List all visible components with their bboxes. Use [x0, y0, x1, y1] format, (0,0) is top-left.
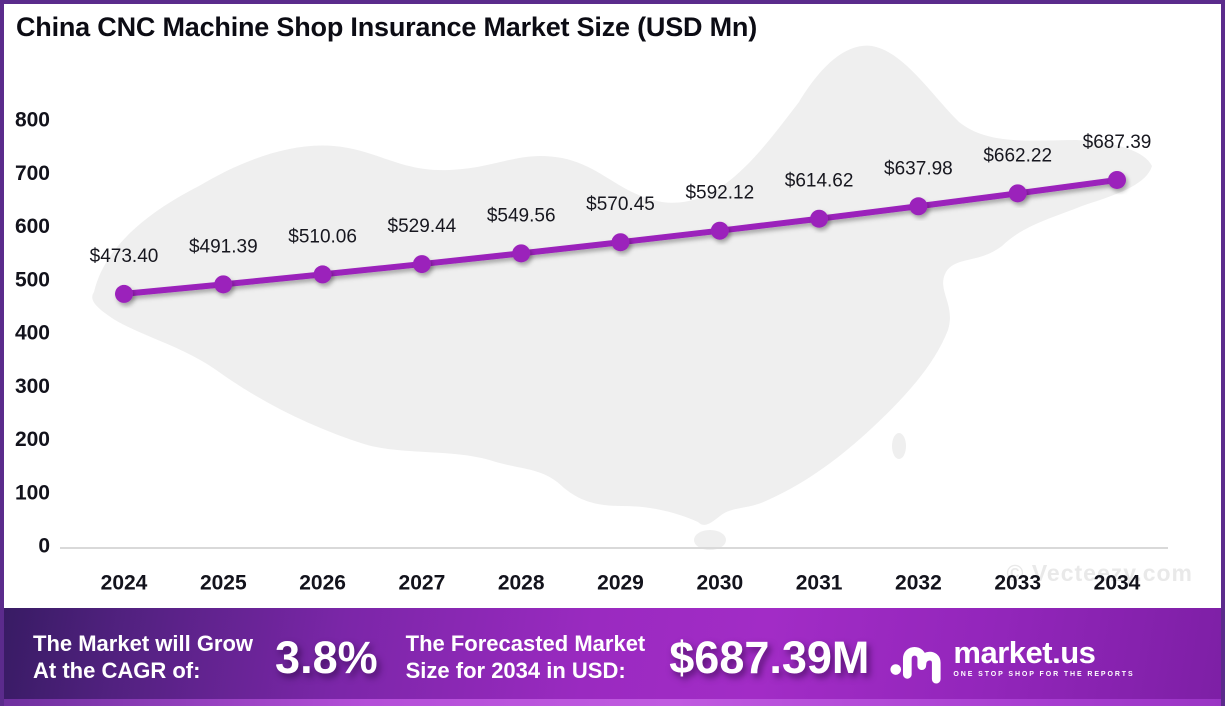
- cagr-label: The Market will Grow At the CAGR of:: [33, 630, 253, 684]
- forecast-label-line2: Size for 2034 in USD:: [405, 658, 626, 683]
- x-axis-label-2034: 2034: [1094, 572, 1141, 595]
- y-axis-label-800: 800: [15, 109, 50, 132]
- data-label-2030: $592.12: [685, 183, 754, 204]
- marketus-logo-wordmark: market.us ONE STOP SHOP FOR THE REPORTS: [953, 637, 1134, 678]
- y-axis-label-100: 100: [15, 481, 50, 504]
- x-axis-label-2024: 2024: [101, 572, 148, 595]
- cagr-label-line1: The Market will Grow: [33, 631, 254, 656]
- data-point-2034: [1108, 170, 1126, 189]
- forecast-label-line1: The Forecasted Market: [405, 631, 646, 656]
- logo-text: market.us: [953, 634, 1096, 670]
- data-label-2031: $614.62: [785, 171, 854, 192]
- x-axis-label-2030: 2030: [696, 572, 743, 595]
- cagr-value: 3.8%: [275, 631, 378, 683]
- marketus-logo-icon: [890, 647, 942, 684]
- data-point-2025: [214, 275, 233, 294]
- chart-title: China CNC Machine Shop Insurance Market …: [16, 12, 758, 42]
- watermark: © Vecteezy.com: [1006, 560, 1193, 586]
- data-label-2034: $687.39: [1083, 132, 1152, 153]
- marketus-logo: market.us ONE STOP SHOP FOR THE REPORTS: [889, 630, 1134, 684]
- data-point-2026: [313, 265, 332, 284]
- data-label-2026: $510.06: [288, 226, 357, 247]
- data-label-2024: $473.40: [90, 246, 159, 267]
- logo-tagline: ONE STOP SHOP FOR THE REPORTS: [953, 670, 1135, 678]
- y-axis-label-0: 0: [38, 535, 50, 558]
- data-label-2032: $637.98: [884, 158, 953, 179]
- data-label-2029: $570.45: [586, 194, 655, 215]
- forecast-label: The Forecasted Market Size for 2034 in U…: [406, 630, 646, 684]
- line-chart: 0 100 200 300 400 500 600 700 800 $473.40 2024 $491…: [15, 109, 1168, 595]
- x-axis-label-2025: 2025: [200, 572, 247, 595]
- y-axis-label-200: 200: [15, 428, 50, 451]
- data-label-2033: $662.22: [983, 145, 1052, 166]
- x-axis-label-2033: 2033: [994, 572, 1041, 595]
- data-point-2029: [611, 233, 630, 252]
- x-axis-label-2031: 2031: [796, 572, 843, 595]
- x-axis-label-2032: 2032: [895, 572, 942, 595]
- x-axis-label-2029: 2029: [597, 572, 644, 595]
- y-axis-label-300: 300: [15, 375, 50, 398]
- data-label-2028: $549.56: [487, 205, 556, 226]
- chart-area: China CNC Machine Shop Insurance Market …: [4, 4, 1221, 608]
- x-axis-label-2026: 2026: [299, 572, 346, 595]
- data-point-2031: [810, 209, 829, 228]
- footer-banner: The Market will Grow At the CAGR of: 3.8…: [4, 608, 1221, 706]
- y-axis-label-500: 500: [15, 268, 50, 291]
- data-label-2025: $491.39: [189, 236, 258, 257]
- data-point-2030: [710, 221, 729, 240]
- x-axis-label-2028: 2028: [498, 572, 545, 595]
- y-axis-label-600: 600: [15, 215, 50, 238]
- cagr-label-line2: At the CAGR of:: [33, 658, 201, 683]
- data-point-2027: [412, 255, 431, 274]
- taiwan-island: [892, 433, 906, 459]
- data-point-2028: [512, 244, 531, 263]
- data-point-2024: [115, 284, 133, 303]
- data-label-2027: $529.44: [388, 216, 457, 237]
- china-map-silhouette: [92, 45, 1152, 550]
- y-axis-label-700: 700: [15, 162, 50, 185]
- data-point-2032: [909, 197, 928, 216]
- y-axis-label-400: 400: [15, 322, 50, 345]
- data-point-2033: [1008, 184, 1027, 203]
- forecast-value: $687.39M: [669, 631, 870, 683]
- x-axis-label-2027: 2027: [399, 572, 446, 595]
- hainan-island: [694, 530, 726, 550]
